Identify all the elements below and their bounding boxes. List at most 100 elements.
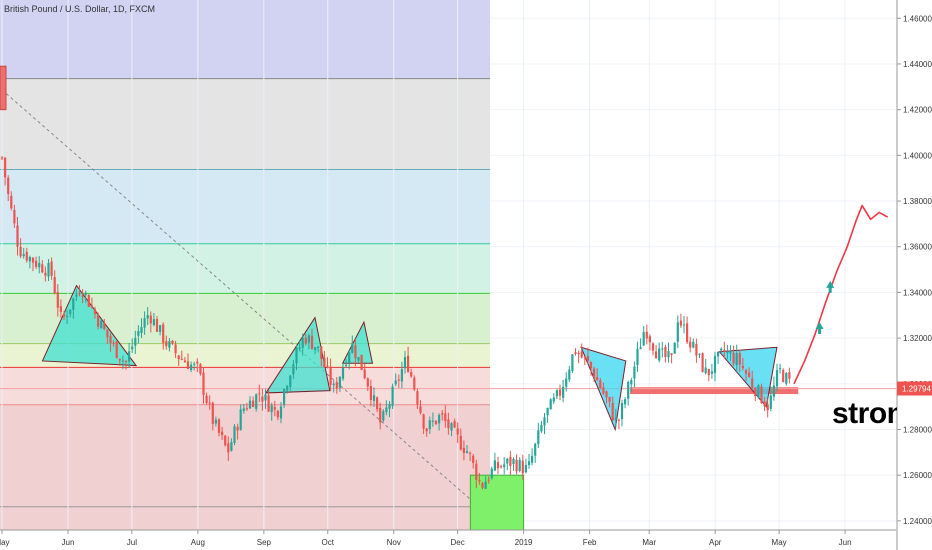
candle-body (599, 380, 602, 389)
candle-body (434, 420, 438, 425)
candle-body (106, 329, 109, 338)
candle-body (329, 366, 332, 385)
candle-body (202, 372, 205, 395)
candle-body (769, 395, 772, 409)
candle-body (59, 306, 62, 312)
candle-body (416, 391, 419, 405)
candle-body (31, 257, 35, 263)
price-tick-label: 1.44000 (903, 60, 932, 69)
candle-body (338, 376, 341, 388)
candle-body (205, 395, 208, 404)
price-tick-label: 1.38000 (903, 197, 932, 206)
candle-body (664, 346, 667, 358)
pattern-triangle (265, 316, 331, 394)
candle-body (28, 257, 31, 262)
candle-body (35, 260, 38, 267)
candle-body (143, 318, 146, 328)
candle-body (698, 353, 701, 355)
price-tick-label: 1.40000 (903, 151, 932, 160)
candle-body (729, 352, 732, 354)
candle-body (109, 336, 112, 344)
candle-body (568, 369, 571, 380)
candle-body (211, 402, 214, 424)
candle-body (25, 251, 28, 261)
candle-body (382, 411, 385, 421)
candle-body (478, 479, 481, 482)
price-tick-label: 1.32000 (903, 334, 932, 343)
candle-body (679, 320, 682, 326)
candle-body (146, 315, 149, 319)
candle-body (704, 367, 707, 374)
candle-body (757, 385, 760, 398)
candle-body (190, 364, 193, 370)
candle-body (642, 332, 645, 346)
candle-body (174, 344, 177, 354)
candle-body (41, 264, 44, 273)
candle-body (410, 372, 413, 377)
candle-body (627, 382, 630, 399)
candle-body (558, 389, 562, 396)
price-tick-label: 1.34000 (903, 288, 932, 297)
time-tick-label: Sep (257, 538, 272, 547)
candle-body (586, 355, 589, 361)
candle-body (788, 372, 791, 379)
candle-body (428, 420, 431, 430)
time-tick-label: Aug (191, 538, 205, 547)
candle-body (589, 362, 593, 368)
candle-body (422, 414, 425, 429)
time-tick-label: May (0, 538, 10, 547)
candle-body (369, 386, 372, 401)
candle-body (614, 417, 617, 421)
candle-body (264, 394, 267, 401)
candle-body (239, 409, 242, 431)
candle-body (751, 378, 754, 388)
price-tick-label: 1.24000 (903, 517, 932, 526)
candle-body (376, 397, 379, 410)
candle-body (7, 177, 10, 194)
candle-body (782, 369, 785, 382)
support-zone (630, 387, 799, 395)
candle-body (171, 340, 174, 344)
fib-band (0, 78, 490, 170)
time-tick-label: 2019 (515, 538, 533, 547)
candle-body (149, 315, 152, 324)
candle-body (565, 378, 568, 387)
time-tick-label: May (772, 538, 787, 547)
candle-body (608, 397, 611, 402)
candle-body (227, 443, 230, 453)
candle-body (115, 341, 118, 358)
candle-body (90, 305, 93, 308)
fib-band (0, 0, 490, 79)
candle-body (186, 361, 190, 369)
candle-body (754, 388, 757, 397)
candle-body (732, 352, 735, 364)
candle-body (431, 420, 434, 422)
candle-body (128, 351, 131, 362)
candle-body (230, 442, 233, 451)
candle-body (655, 351, 658, 359)
candle-body (118, 358, 121, 361)
candle-body (320, 346, 323, 359)
candle-body (193, 363, 196, 365)
candle-body (168, 341, 171, 348)
candle-body (100, 320, 103, 329)
candle-body (555, 390, 558, 397)
time-tick-label: Jun (62, 538, 75, 547)
candle-body (283, 389, 286, 405)
time-tick-label: Dec (450, 538, 464, 547)
time-tick-label: Nov (387, 538, 401, 547)
candle-body (441, 413, 444, 415)
candle-body (348, 352, 351, 363)
candle-body (521, 460, 524, 474)
candle-body (617, 419, 620, 421)
candle-body (177, 355, 180, 360)
candle-body (509, 456, 512, 466)
candle-body (66, 316, 69, 318)
fib-band (0, 367, 490, 405)
candle-body (475, 463, 478, 480)
candle-body (549, 399, 552, 410)
candle-body (341, 367, 345, 379)
candle-body (165, 341, 168, 347)
candle-body (484, 481, 487, 489)
